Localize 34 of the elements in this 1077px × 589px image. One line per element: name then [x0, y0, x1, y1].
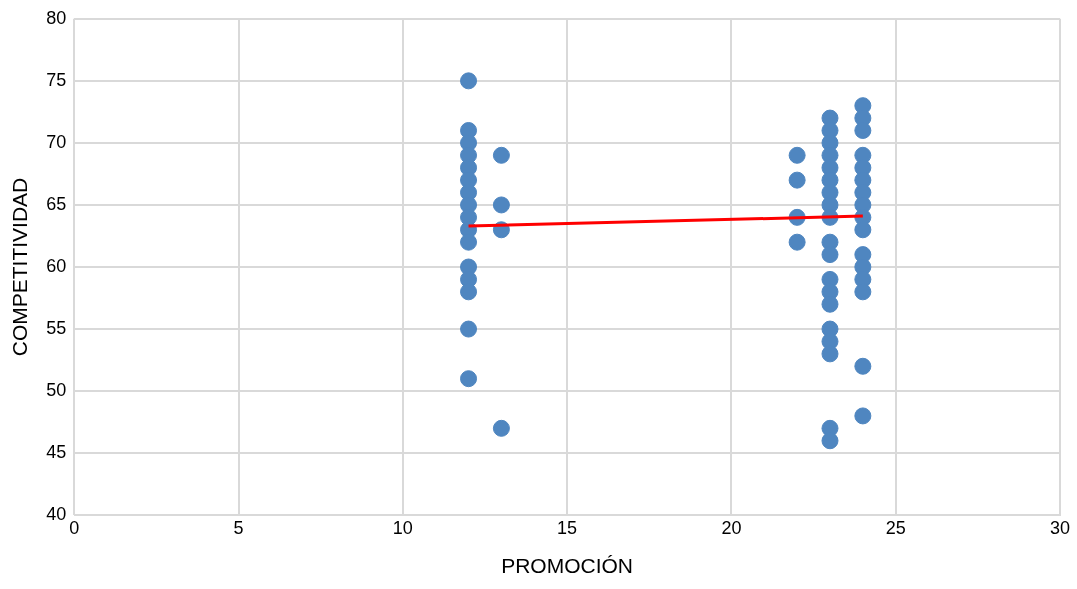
point	[788, 171, 806, 189]
x-tick-label: 0	[69, 517, 80, 538]
y-tick-label: 60	[46, 255, 67, 276]
point	[854, 357, 872, 375]
y-tick-label: 70	[46, 131, 67, 152]
x-tick-label: 25	[885, 517, 906, 538]
y-tick-label: 50	[46, 380, 67, 401]
point	[821, 432, 839, 450]
point	[492, 196, 510, 214]
point	[854, 407, 872, 425]
x-axis-title: PROMOCIÓN	[501, 554, 634, 578]
x-tick-label: 15	[557, 517, 578, 538]
y-tick-label: 75	[46, 69, 67, 90]
y-tick-label: 45	[46, 442, 67, 463]
point	[821, 345, 839, 363]
x-tick-label: 20	[721, 517, 742, 538]
point	[854, 283, 872, 301]
y-tick-label: 65	[46, 193, 67, 214]
y-axis-title: COMPETITIVIDAD	[8, 177, 32, 357]
x-tick-label: 5	[233, 517, 244, 538]
point	[460, 370, 478, 388]
y-tick-label: 55	[46, 318, 67, 339]
y-tick-label: 40	[46, 504, 67, 525]
y-tick-label: 80	[46, 7, 67, 28]
point	[821, 246, 839, 264]
x-tick-label: 10	[392, 517, 413, 538]
x-tick-label: 30	[1049, 517, 1071, 538]
point	[788, 146, 806, 164]
point	[788, 233, 806, 251]
point	[460, 72, 478, 90]
point	[492, 419, 510, 437]
point	[492, 146, 510, 164]
point	[460, 320, 478, 338]
point	[854, 221, 872, 239]
